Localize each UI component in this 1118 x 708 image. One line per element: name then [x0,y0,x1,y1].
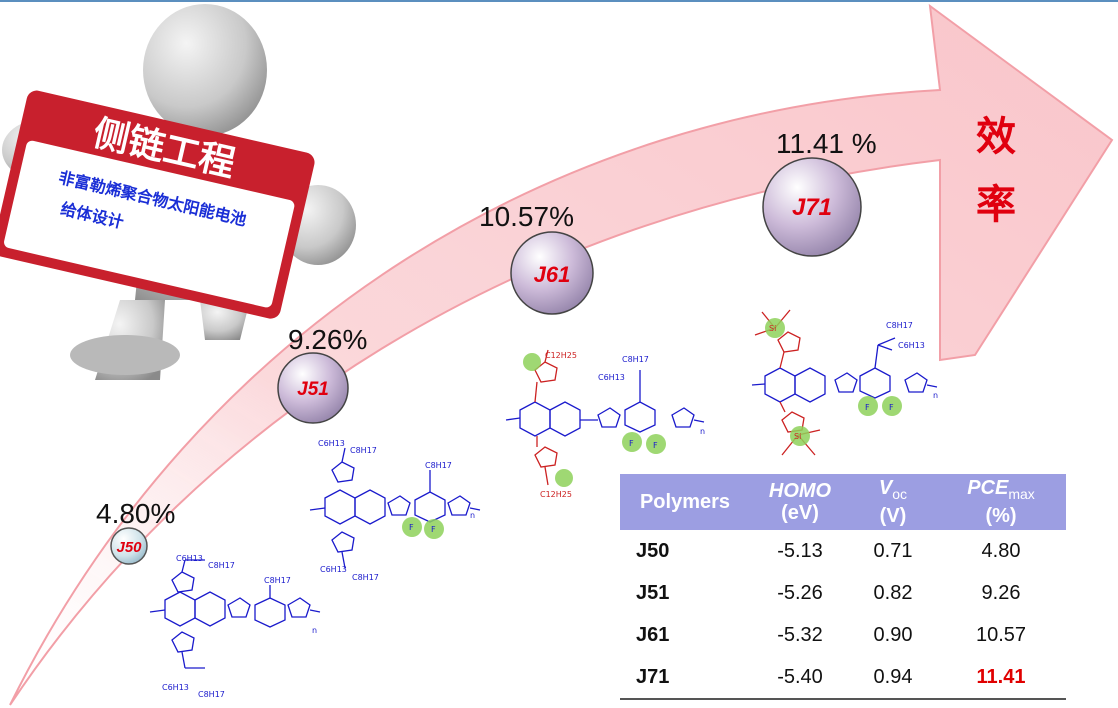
cell-polymer: J61 [636,623,670,646]
sulfur-highlight-j61-1 [523,353,541,371]
label-j50-bottom-alkyl1: C6H13 [162,683,189,692]
label-j71-f2: F [889,403,894,412]
label-j61-alkyl-c6: C6H13 [598,373,625,382]
table-row: J51 -5.26 0.82 9.26 [620,572,1066,614]
table-row: J71 -5.40 0.94 11.41 [620,656,1066,700]
label-j61-top-alkyl: C12H25 [545,351,577,360]
label-j71-f1: F [865,403,870,412]
polymer-j50-marker: J50 4.80% [96,498,175,565]
polymer-j51-marker: J51 9.26% [277,324,367,424]
efficiency-char2: 率 [976,182,1016,228]
structure-j50 [149,559,321,669]
label-j51-bottom-alkyl2: C8H17 [352,573,379,582]
label-j61-alkyl-c8: C8H17 [622,355,649,364]
pce-label-j61: 10.57% [479,201,574,232]
cell-polymer: J71 [620,656,750,700]
header-voc: Voc (V) [878,477,908,527]
label-j50-top-alkyl1: C6H13 [176,554,203,563]
polymer-properties-table: Polymers HOMO (eV) Voc (V) PCEmax (%) J5… [620,474,1066,700]
sulfur-highlight-j61-2 [555,469,573,487]
label-j71-repeat: n [933,391,938,400]
silicon-highlight-j71-1 [765,318,785,338]
table-row: J61 -5.32 0.90 10.57 [620,614,1066,656]
header-polymers: Polymers [639,491,731,513]
cell-homo: -5.13 [777,539,823,562]
pce-label-j51: 9.26% [288,324,367,355]
cell-voc: 0.82 [873,581,913,604]
label-j50-top-alkyl2: C8H17 [208,561,235,570]
fluorine-highlight-j61-2 [646,434,666,454]
label-j61-f2: F [653,441,658,450]
cell-voc: 0.94 [850,656,936,700]
cell-polymer: J50 [636,539,670,562]
polymer-j71-marker: J71 11.41 % [762,128,877,257]
label-j51-top-alkyl2: C8H17 [350,446,377,455]
polymer-name-j51: J51 [297,379,329,400]
cell-voc: 0.90 [873,623,913,646]
polymer-name-j71: J71 [792,194,832,221]
label-j61-f1: F [629,439,634,448]
polymer-j61-marker: J61 10.57% [479,201,594,315]
fluorine-highlight-j61-1 [622,432,642,452]
sign-board: 侧链工程 非富勒烯聚合物太阳能电池 给体设计 [0,90,315,319]
pce-label-j71: 11.41 % [776,128,877,159]
label-j51-f2: F [431,525,436,534]
polymer-name-j50: J50 [116,539,142,556]
fluorine-highlight-j51-2 [424,519,444,539]
header-pce: PCEmax (%) [967,477,1035,527]
header-homo: HOMO (eV) [768,480,832,524]
label-j61-repeat: n [700,427,705,436]
cell-pce: 4.80 [981,539,1021,562]
label-j50-bottom-alkyl2: C8H17 [198,690,225,699]
label-j71-si1: Si [769,324,776,333]
table-header-row: Polymers HOMO (eV) Voc (V) PCEmax (%) [620,474,1066,530]
label-j51-bottom-alkyl1: C6H13 [320,565,347,574]
fluorine-highlight-j51-1 [402,517,422,537]
efficiency-arrow [9,3,1114,706]
cell-pce-highlight: 11.41 [936,656,1066,700]
cell-homo: -5.26 [777,581,823,604]
pce-label-j50: 4.80% [96,498,175,529]
fluorine-highlight-j71-2 [882,396,902,416]
cell-pce: 9.26 [981,581,1021,604]
label-j51-repeat: n [470,511,475,520]
label-j51-top-alkyl1: C6H13 [318,439,345,448]
polymer-name-j61: J61 [534,262,571,287]
label-j71-alkyl-c6b: C6H13 [898,341,925,350]
cell-homo: -5.40 [750,656,850,700]
label-j50-n-alkyl: C8H17 [264,576,291,585]
cell-polymer: J51 [636,581,670,604]
label-j61-bottom-alkyl: C12H25 [540,490,572,499]
fluorine-highlight-j71-1 [858,396,878,416]
label-j71-si2: Si [794,432,801,441]
structure-j61 [505,349,705,486]
cell-homo: -5.32 [777,623,823,646]
label-j51-f1: F [409,523,414,532]
label-j51-n-alkyl: C8H17 [425,461,452,470]
cell-voc: 0.71 [873,539,913,562]
table-row: J50 -5.13 0.71 4.80 [620,530,1066,572]
structure-j51 [309,447,481,569]
cell-pce: 10.57 [975,623,1027,646]
label-j71-alkyl-c8: C8H17 [886,321,913,330]
label-j50-repeat: n [312,626,317,635]
silicon-highlight-j71-2 [790,426,810,446]
efficiency-char1: 效 [976,114,1016,160]
